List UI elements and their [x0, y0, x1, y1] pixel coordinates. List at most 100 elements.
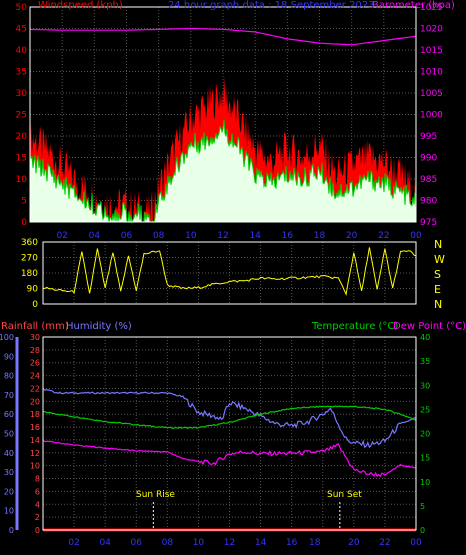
rainfall-tick-label: 2 — [35, 513, 40, 522]
sunset-label: Sun Set — [327, 490, 362, 500]
rainfall-axis-title: Rainfall (mm) — [1, 321, 69, 332]
humidity-tick-label: 40 — [4, 449, 14, 458]
windspeed-tick-label: 5 — [21, 197, 27, 207]
windspeed-x-tick-label: 10 — [185, 231, 197, 241]
barometer-tick-label: 985 — [420, 175, 437, 185]
climate-panel-frame — [42, 336, 417, 531]
barometer-line — [29, 27, 417, 46]
rainfall-tick-label: 26 — [30, 359, 40, 368]
wind-direction-line — [42, 247, 417, 296]
dew-point-line — [42, 439, 417, 478]
direction-tick-label: 360 — [21, 238, 38, 248]
direction-tick-label: 180 — [21, 269, 38, 279]
compass-n-bottom: N — [434, 298, 443, 311]
climate-x-tick-label: 20 — [348, 538, 360, 548]
humidity-tick-label: 90 — [4, 352, 14, 361]
windspeed-tick-label: 25 — [16, 111, 27, 121]
rainfall-tick-label: 24 — [30, 372, 40, 381]
humidity-tick-label: 60 — [4, 410, 14, 419]
rainfall-tick-label: 22 — [30, 384, 40, 393]
humidity-tick-label: 80 — [4, 372, 14, 381]
humidity-tick-label: 50 — [4, 430, 14, 439]
humidity-tick-label: 70 — [4, 391, 14, 400]
windspeed-x-tick-label: 02 — [56, 231, 67, 241]
temperature-tick-label: 10 — [420, 478, 430, 487]
barometer-tick-label: 995 — [420, 132, 437, 142]
windspeed-tick-label: 40 — [16, 46, 28, 56]
windspeed-panel-frame — [29, 6, 417, 223]
temperature-tick-label: 40 — [420, 333, 430, 342]
windspeed-x-tick-label: 12 — [217, 231, 228, 241]
climate-x-tick-label: 06 — [131, 538, 143, 548]
barometer-tick-label: 1015 — [420, 46, 443, 56]
rainfall-tick-label: 16 — [30, 423, 40, 432]
barometer-tick-label: 990 — [420, 154, 437, 164]
climate-x-tick-label: 22 — [379, 538, 390, 548]
windspeed-x-tick-label: 08 — [153, 231, 165, 241]
humidity-tick-label: 30 — [4, 468, 14, 477]
rainfall-tick-label: 10 — [30, 462, 40, 471]
windspeed-tick-label: 45 — [16, 25, 27, 35]
compass-w: W — [434, 253, 445, 266]
climate-x-tick-label: 14 — [255, 538, 267, 548]
windspeed-tick-label: 35 — [16, 68, 27, 78]
chart-title: 24 hour graph data : 18 September 2023 — [168, 0, 375, 11]
climate-x-tick-label: 00 — [410, 538, 422, 548]
climate-x-tick-label: 18 — [309, 538, 321, 548]
rainfall-tick-label: 14 — [30, 436, 40, 445]
climate-x-tick-label: 02 — [68, 538, 79, 548]
barometer-tick-label: 1010 — [420, 68, 443, 78]
barometer-axis-title: Barometer (hpa) — [372, 0, 455, 11]
humidity-line — [42, 388, 417, 449]
windspeed-axis-title: Windspeed (kph) — [38, 0, 123, 11]
wind-average-area — [30, 119, 416, 222]
climate-x-tick-label: 10 — [193, 538, 205, 548]
windspeed-x-tick-label: 18 — [314, 231, 326, 241]
windspeed-tick-label: 50 — [16, 3, 28, 13]
climate-x-tick-label: 16 — [286, 538, 298, 548]
windspeed-x-tick-label: 00 — [410, 231, 422, 241]
rainfall-tick-label: 4 — [35, 500, 40, 509]
wind-average-line — [29, 119, 417, 224]
rainfall-tick-label: 20 — [30, 397, 40, 406]
windspeed-x-tick-label: 14 — [249, 231, 261, 241]
rainfall-tick-label: 8 — [35, 475, 40, 484]
humidity-axis-title: Humidity (%) — [66, 321, 132, 332]
dewpoint-axis-title: Dew Point (°C) — [393, 321, 466, 332]
direction-tick-label: 90 — [27, 285, 39, 295]
rainfall-tick-label: 0 — [35, 526, 40, 535]
humidity-tick-label: 0 — [9, 526, 14, 535]
temperature-tick-label: 20 — [420, 430, 430, 439]
temperature-tick-label: 25 — [420, 405, 430, 414]
humidity-tick-label: 20 — [4, 487, 14, 496]
direction-panel-frame — [42, 241, 417, 305]
temperature-axis-title: Temperature (°C) — [312, 321, 399, 332]
direction-tick-label: 0 — [32, 300, 38, 310]
climate-x-tick-label: 08 — [162, 538, 174, 548]
rainfall-tick-label: 30 — [30, 333, 40, 342]
direction-tick-label: 270 — [21, 254, 38, 264]
rainfall-tick-label: 12 — [30, 449, 40, 458]
windspeed-tick-label: 0 — [21, 218, 27, 228]
temperature-line — [42, 405, 417, 429]
tick-labels: 0510152025303540455097598098599099510001… — [0, 3, 443, 548]
windspeed-x-tick-label: 16 — [282, 231, 294, 241]
humidity-tick-label: 100 — [0, 333, 14, 342]
humidity-tick-label: 10 — [4, 507, 14, 516]
windspeed-tick-label: 15 — [16, 154, 27, 164]
temperature-tick-label: 35 — [420, 357, 430, 366]
climate-x-tick-label: 12 — [224, 538, 235, 548]
compass-e: E — [434, 283, 441, 296]
temperature-tick-label: 0 — [420, 526, 425, 535]
windspeed-x-tick-label: 06 — [121, 231, 133, 241]
barometer-tick-label: 1020 — [420, 25, 443, 35]
compass-s: S — [434, 268, 441, 281]
temperature-tick-label: 5 — [420, 502, 425, 511]
barometer-tick-label: 1025 — [420, 3, 443, 13]
windspeed-tick-label: 20 — [16, 132, 28, 142]
windspeed-x-tick-label: 20 — [346, 231, 358, 241]
windspeed-x-tick-label: 22 — [378, 231, 389, 241]
compass-n-top: N — [434, 238, 443, 251]
sunrise-label: Sun Rise — [136, 490, 175, 500]
